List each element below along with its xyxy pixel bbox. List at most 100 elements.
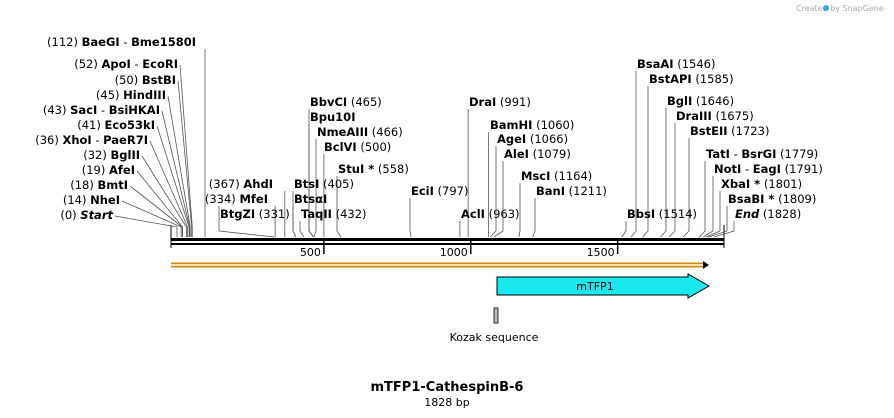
site-label[interactable]: End (1828)	[735, 207, 801, 221]
site-mfei[interactable]: (334) MfeI	[205, 192, 276, 237]
site-bmti[interactable]: (18) BmtI	[70, 178, 183, 237]
site-hindiii[interactable]: (45) HindIII	[96, 88, 191, 237]
mtfp1-arrow	[496, 273, 711, 299]
site-label[interactable]: BamHI (1060)	[490, 118, 574, 132]
site-bsabi[interactable]: BsaBI * (1809)	[708, 192, 816, 238]
site-label[interactable]: (334) MfeI	[205, 192, 268, 206]
site-label[interactable]: (43) SacI - BsiHKAI	[43, 103, 160, 117]
site-label[interactable]: BclVI (500)	[324, 140, 391, 154]
site-start[interactable]: (0) Start	[60, 208, 178, 237]
site-bstbi[interactable]: (50) BstBI	[115, 73, 193, 237]
site-bbsi[interactable]: BbsI (1514)	[621, 207, 697, 238]
site-marker	[660, 230, 667, 238]
site-label[interactable]: BstEII (1723)	[690, 124, 769, 138]
site-label[interactable]: NotI - EagI (1791)	[714, 162, 823, 176]
site-xbai[interactable]: XbaI * (1801)	[705, 177, 802, 238]
site-label[interactable]: (45) HindIII	[96, 88, 166, 102]
site-label[interactable]: BsaBI * (1809)	[728, 192, 816, 206]
site-bts-i[interactable]: BtsαI	[292, 192, 327, 238]
site-end[interactable]: End (1828)	[713, 207, 801, 238]
site-bani[interactable]: BanI (1211)	[532, 184, 607, 238]
site-leader	[167, 95, 191, 228]
site-label[interactable]: BglI (1646)	[667, 94, 734, 108]
backbone[interactable]	[170, 225, 725, 248]
site-marker	[313, 230, 317, 238]
site-label[interactable]: MscI (1164)	[521, 169, 592, 183]
site-label[interactable]: (367) AhdI	[209, 177, 273, 191]
site-ecii[interactable]: EciI (797)	[409, 184, 469, 238]
kozak-label: Kozak sequence	[450, 331, 539, 344]
site-label[interactable]: BtgZI (331)	[220, 207, 290, 221]
site-label[interactable]: AleI (1079)	[504, 147, 571, 161]
site-label[interactable]: StuI * (558)	[338, 162, 409, 176]
site-noti[interactable]: NotI - EagI (1791)	[702, 162, 823, 238]
backbone-top-strand	[171, 238, 724, 241]
site-label[interactable]: (50) BstBI	[115, 73, 176, 87]
site-label[interactable]: (14) NheI	[63, 193, 120, 207]
site-label[interactable]: (36) XhoI - PaeR7I	[35, 133, 148, 147]
site-baegi[interactable]: (112) BaeGI - Bme1580I	[47, 35, 206, 237]
site-nhei[interactable]: (14) NheI	[63, 193, 182, 237]
sequence-title: mTFP1-CathespinB-6	[371, 380, 524, 395]
site-label[interactable]: XbaI * (1801)	[721, 177, 802, 191]
site-label[interactable]: BstAPI (1585)	[649, 72, 734, 86]
site-marker	[713, 230, 735, 238]
site-label[interactable]: (18) BmtI	[70, 178, 128, 192]
site-label[interactable]: BtsαI	[294, 192, 327, 206]
site-drai[interactable]: DraI (991)	[467, 95, 531, 237]
site-taqii[interactable]: TaqII (432)	[299, 207, 367, 238]
site-label[interactable]: (19) AfeI	[82, 163, 135, 177]
site-label[interactable]: AgeI (1066)	[497, 132, 568, 146]
site-tati[interactable]: TatI - BsrGI (1779)	[699, 147, 819, 238]
site-label[interactable]: (32) BglII	[83, 148, 140, 162]
site-marker	[292, 230, 297, 238]
site-label[interactable]: BsaAI (1546)	[637, 57, 715, 71]
site-bglii[interactable]: (32) BglII	[83, 148, 187, 237]
site-btgzi[interactable]: BtgZI (331)	[218, 206, 290, 238]
site-label[interactable]: (41) Eco53kI	[77, 118, 155, 132]
site-label[interactable]: (0) Start	[60, 208, 113, 222]
site-saci[interactable]: (43) SacI - BsiHKAI	[43, 103, 191, 237]
feature-orf[interactable]	[171, 261, 709, 269]
site-marker	[621, 230, 627, 238]
site-label[interactable]: BtsI (405)	[294, 177, 354, 191]
site-alei[interactable]: AleI (1079)	[493, 147, 571, 238]
site-msci[interactable]: MscI (1164)	[518, 169, 592, 238]
site-acli[interactable]: AclI (963)	[459, 207, 520, 237]
site-label[interactable]: TatI - BsrGI (1779)	[706, 147, 818, 161]
site-bamhi[interactable]: BamHI (1060)	[487, 118, 574, 237]
site-bsteii[interactable]: BstEII (1723)	[682, 124, 769, 238]
site-bsaai[interactable]: BsaAI (1546)	[630, 57, 715, 238]
site-label[interactable]: BanI (1211)	[536, 184, 607, 198]
site-bpu10i[interactable]: Bpu10I	[308, 110, 355, 238]
site-label[interactable]: AclI (963)	[461, 207, 520, 221]
site-stui[interactable]: StuI * (558)	[336, 162, 409, 238]
site-label[interactable]: NmeAIII (466)	[317, 125, 403, 139]
site-bclvi[interactable]: BclVI (500)	[323, 140, 391, 237]
feature-mtfp1[interactable]: mTFP1	[496, 273, 711, 299]
axis-tick-label: 500	[300, 246, 321, 259]
site-label[interactable]: TaqII (432)	[301, 207, 367, 221]
feature-kozak[interactable]: Kozak sequence	[450, 307, 539, 344]
site-label[interactable]: BbsI (1514)	[627, 207, 697, 221]
site-xhoi[interactable]: (36) XhoI - PaeR7I	[35, 133, 188, 237]
site-label[interactable]: EciI (797)	[411, 184, 469, 198]
site-bstapi[interactable]: BstAPI (1585)	[642, 72, 734, 238]
site-draiii[interactable]: DraIII (1675)	[668, 109, 754, 238]
site-btsi[interactable]: BtsI (405)	[292, 177, 354, 238]
site-label[interactable]: DraIII (1675)	[676, 109, 754, 123]
site-nmeaiii[interactable]: NmeAIII (466)	[313, 125, 403, 238]
site-apoi[interactable]: (52) ApoI - EcoRI	[74, 57, 193, 237]
site-label[interactable]: Bpu10I	[310, 110, 355, 124]
site-eco53ki[interactable]: (41) Eco53kI	[77, 118, 190, 237]
site-agei[interactable]: AgeI (1066)	[489, 132, 568, 238]
site-marker	[642, 230, 649, 238]
site-bgli[interactable]: BglI (1646)	[660, 94, 735, 238]
site-afei[interactable]: (19) AfeI	[82, 163, 183, 237]
site-label[interactable]: DraI (991)	[469, 95, 531, 109]
site-ahdi[interactable]: (367) AhdI	[209, 177, 286, 237]
site-label[interactable]: BbvCI (465)	[310, 95, 382, 109]
site-label[interactable]: (112) BaeGI - Bme1580I	[47, 35, 196, 49]
site-label[interactable]: (52) ApoI - EcoRI	[74, 57, 178, 71]
